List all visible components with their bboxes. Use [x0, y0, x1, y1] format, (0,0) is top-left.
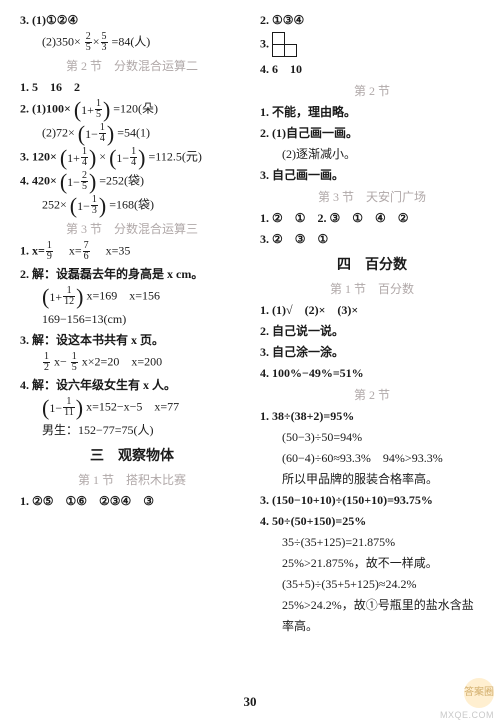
- s3-q4-eq: 1−111 x=152−x−5 x=77: [20, 397, 244, 418]
- r-q3: 3.: [260, 32, 484, 57]
- s3-q3: 3. 解：设这本书共有 x 页。: [20, 331, 244, 349]
- s3-q3-eq: 12 x− 15 x×2=20 x=200: [20, 352, 244, 373]
- r42-q4: 4. 50÷(50+150)=25%: [260, 512, 484, 530]
- q3-2: (2)350× 25×53 =84(人): [20, 32, 244, 53]
- s3-q2: 2. 解：设磊磊去年的身高是 x cm。: [20, 265, 244, 283]
- section-2-title: 第 2 节 分数混合运算二: [20, 57, 244, 74]
- s3-q2-eq: 1+112 x=169 x=156: [20, 286, 244, 307]
- r42-q1c: (60−4)÷60≈93.3% 94%>93.3%: [260, 449, 484, 467]
- r-sec4-1: 第 1 节 百分数: [260, 280, 484, 297]
- q1: 1. 5 16 2: [20, 78, 244, 96]
- q4: 4. 420× 1−25 =252(袋): [20, 171, 244, 192]
- r42-q4e: 25%>24.2%，故①号瓶里的盐水含盐: [260, 596, 484, 614]
- r42-q4b: 35÷(35+125)=21.875%: [260, 533, 484, 551]
- c3-q1: 1. ②⑤ ①⑥ ②③④ ③: [20, 492, 244, 510]
- r42-q4c: 25%>21.875%，故不一样咸。: [260, 554, 484, 572]
- r-q4: 4. 6 10: [260, 60, 484, 78]
- section-3-title: 第 3 节 分数混合运算三: [20, 220, 244, 237]
- r-sec4-2: 第 2 节: [260, 386, 484, 403]
- r-sec2: 第 2 节: [260, 82, 484, 99]
- r-q2: 2. ①③④: [260, 11, 484, 29]
- r3-q3: 3. ② ③ ①: [260, 230, 484, 248]
- section-3-1-title: 第 1 节 搭积木比赛: [20, 471, 244, 488]
- page-body: 3. (1)①②④ (2)350× 25×53 =84(人) 第 2 节 分数混…: [0, 0, 500, 690]
- right-column: 2. ①③④ 3. 4. 6 10 第 2 节 1. 不能，理由略。 2. (1…: [252, 8, 484, 690]
- q2-2: (2)72× 1−14 =54(1): [20, 123, 244, 144]
- r2-q3: 3. 自己画一画。: [260, 166, 484, 184]
- chapter-3-title: 三 观察物体: [20, 445, 244, 465]
- s3-q1: 1. x=19 x=76 x=35: [20, 241, 244, 262]
- r3-q1: 1. ② ① 2. ③ ① ④ ②: [260, 209, 484, 227]
- r42-q4d: (35+5)÷(35+5+125)≈24.2%: [260, 575, 484, 593]
- r4-q2: 2. 自己说一说。: [260, 322, 484, 340]
- s3-q4-res: 男生：152−77=75(人): [20, 421, 244, 439]
- left-column: 3. (1)①②④ (2)350× 25×53 =84(人) 第 2 节 分数混…: [20, 8, 252, 690]
- s3-q2-res: 169−156=13(cm): [20, 310, 244, 328]
- q3-1: 3. (1)①②④: [20, 11, 244, 29]
- q3: 3. 120× 1+14 × 1−14 =112.5(元): [20, 147, 244, 168]
- r2-q2b: (2)逐渐减小。: [260, 145, 484, 163]
- r4-q1: 1. (1)√ (2)× (3)×: [260, 301, 484, 319]
- r42-q1d: 所以甲品牌的服装合格率高。: [260, 470, 484, 488]
- r42-q1b: (50−3)÷50=94%: [260, 428, 484, 446]
- r2-q1: 1. 不能，理由略。: [260, 103, 484, 121]
- watermark-badge: 答案圈: [464, 678, 494, 708]
- page-number: 30: [0, 690, 500, 710]
- r42-q3: 3. (150−10+10)÷(150+10)=93.75%: [260, 491, 484, 509]
- r42-q1: 1. 38÷(38+2)=95%: [260, 407, 484, 425]
- r4-q3: 3. 自己涂一涂。: [260, 343, 484, 361]
- block-shape-icon: [272, 32, 297, 57]
- q2-1: 2. (1)100× 1+15 =120(朵): [20, 99, 244, 120]
- r-sec3: 第 3 节 天安门广场: [260, 188, 484, 205]
- chapter-4-title: 四 百分数: [260, 254, 484, 274]
- s3-q4: 4. 解：设六年级女生有 x 人。: [20, 376, 244, 394]
- r2-q2: 2. (1)自己画一画。: [260, 124, 484, 142]
- r4-q4: 4. 100%−49%=51%: [260, 364, 484, 382]
- q4b: 252× 1−13 =168(袋): [20, 195, 244, 216]
- r42-q4f: 率高。: [260, 617, 484, 635]
- watermark-text: MXQE.COM: [440, 710, 494, 720]
